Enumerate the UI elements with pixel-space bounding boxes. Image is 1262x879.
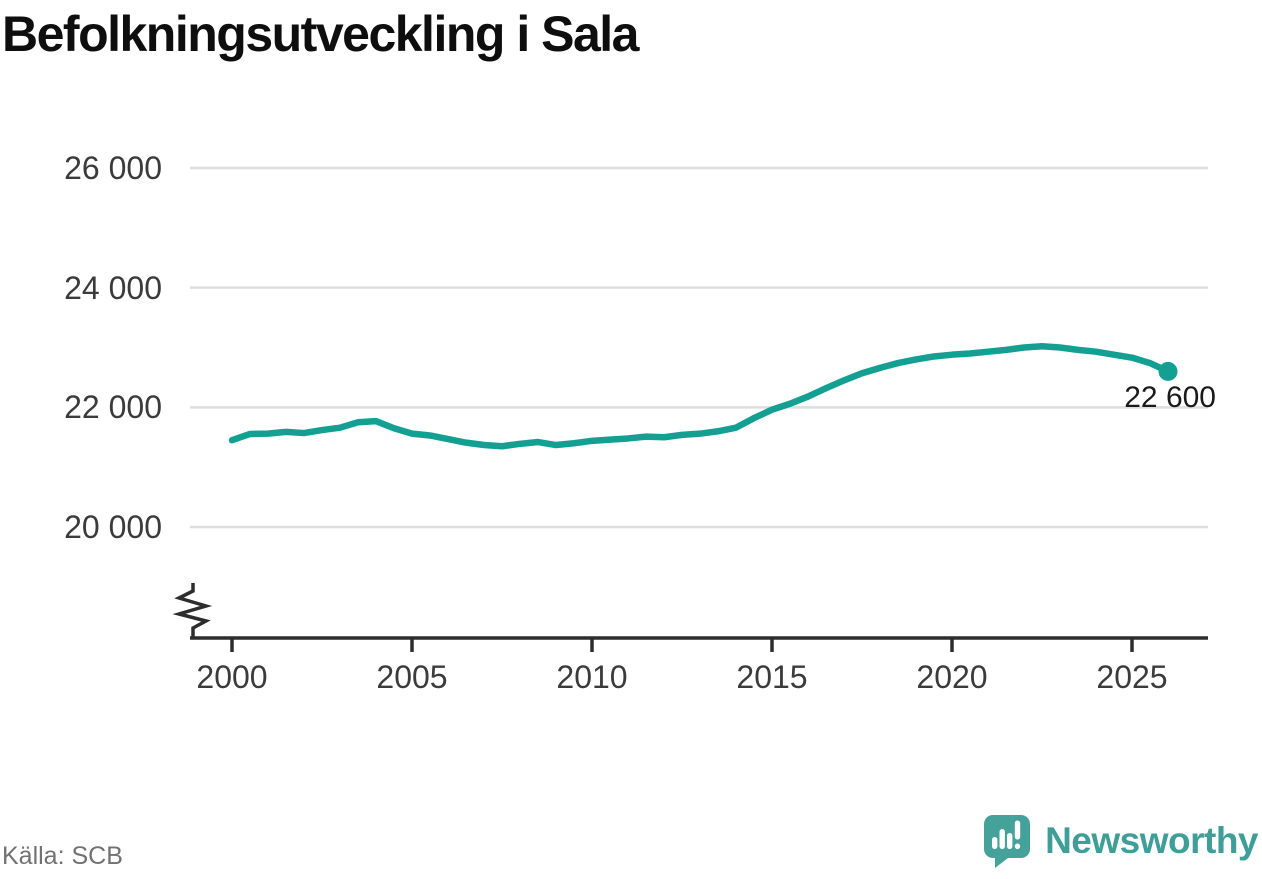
xtick-label-2005: 2005 [376, 659, 448, 695]
ytick-label-20000: 20 000 [64, 509, 162, 545]
newsworthy-speech-bubble-bar-chart-icon [984, 815, 1031, 868]
chart-title: Befolkningsutveckling i Sala [2, 6, 639, 62]
xtick-label-2020: 2020 [916, 659, 988, 695]
ytick-label-26000: 26 000 [64, 150, 162, 186]
axis-break-zigzag [172, 583, 213, 638]
brand-name: Newsworthy [1045, 820, 1258, 861]
population-line [228, 343, 1172, 450]
gridlines [190, 166, 1208, 529]
end-point-dot [1158, 361, 1178, 381]
ytick-label-22000: 22 000 [64, 389, 162, 426]
y-axis-break-zigzag-icon [172, 583, 213, 638]
brand-logo: Newsworthy [981, 812, 1258, 870]
xtick-label-2010: 2010 [556, 659, 628, 695]
end-value-label: 22 600 [1124, 381, 1216, 415]
x-axis [190, 636, 1208, 652]
xtick-label-2015: 2015 [736, 659, 808, 695]
ytick-label-24000: 24 000 [64, 269, 162, 306]
source-note: Källa: SCB [2, 842, 123, 870]
population-line-series [228, 343, 1178, 450]
xtick-label-2000: 2000 [196, 659, 268, 695]
xtick-label-2025: 2025 [1096, 659, 1168, 695]
